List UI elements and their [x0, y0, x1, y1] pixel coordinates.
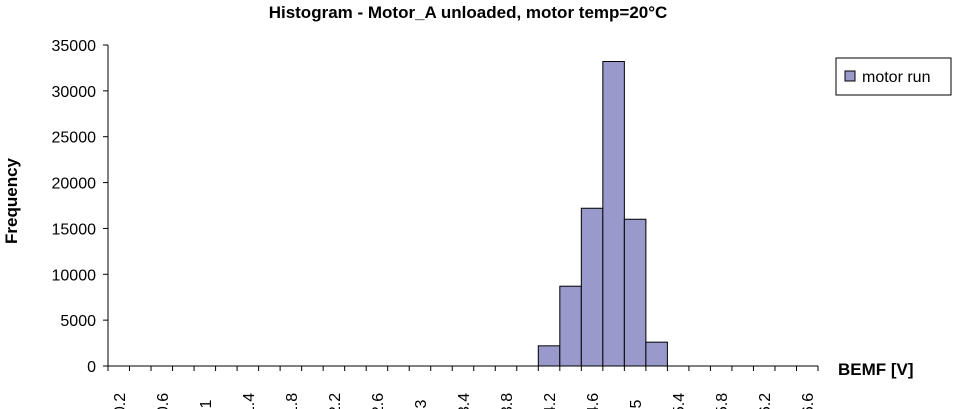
- x-tick-label: 0.2: [112, 393, 129, 409]
- x-tick-label: 6.2: [757, 393, 774, 409]
- x-tick-label: 3: [413, 399, 430, 408]
- y-tick-label: 30000: [52, 84, 97, 101]
- y-tick-label: 25000: [52, 130, 97, 147]
- x-axis-label: BEMF [V]: [838, 360, 914, 379]
- bar: [537, 345, 561, 367]
- bar: [645, 341, 668, 367]
- y-tick-label: 15000: [52, 221, 97, 238]
- x-tick-label: 0.6: [155, 393, 172, 409]
- x-tick-label: 1: [198, 399, 215, 408]
- bar: [623, 218, 647, 367]
- x-tick-label: 6.6: [800, 393, 817, 409]
- chart-title: Histogram - Motor_A unloaded, motor temp…: [269, 3, 668, 22]
- y-tick-label: 20000: [52, 176, 97, 193]
- x-tick-label: 3.8: [499, 393, 516, 409]
- x-tick-label: 4.2: [542, 393, 559, 409]
- x-tick-label: 2.2: [327, 393, 344, 409]
- bar: [602, 61, 625, 367]
- y-tick-label: 10000: [52, 267, 97, 284]
- x-tick-label: 3.4: [456, 393, 473, 409]
- x-tick-label: 5.4: [671, 393, 688, 409]
- x-tick-label: 1.4: [241, 393, 258, 409]
- legend-swatch: [844, 70, 856, 82]
- bar: [559, 285, 582, 367]
- y-tick-label: 0: [87, 359, 96, 376]
- legend-label: motor run: [862, 69, 930, 86]
- y-tick-label: 5000: [60, 313, 96, 330]
- x-tick-label: 2.6: [370, 393, 387, 409]
- x-tick-label: 5.8: [714, 393, 731, 409]
- bar: [580, 207, 604, 367]
- y-axis-label: Frequency: [2, 157, 21, 244]
- x-tick-label: 1.8: [284, 393, 301, 409]
- x-tick-label: 4.6: [585, 393, 602, 409]
- x-tick-label: 5: [628, 399, 645, 408]
- y-tick-label: 35000: [52, 38, 97, 55]
